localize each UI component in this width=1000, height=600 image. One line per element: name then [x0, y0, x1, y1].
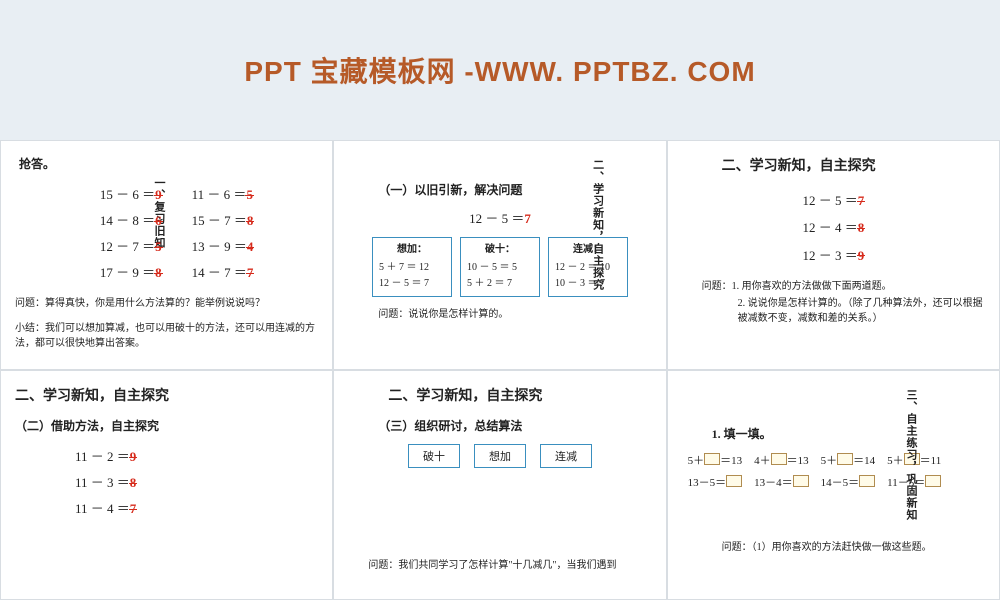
slide-4-equations: 11 － 2 ＝9 11 － 3 ＝8 11 － 4 ＝7 [75, 444, 318, 522]
equation-row: 17 － 9 ＝8 [100, 260, 162, 286]
slide-5-question: 问题：我们共同学习了怎样计算"十几减几"，当我们遇到 [368, 558, 651, 573]
method-line: 12 － 5 ＝ 7 [379, 276, 445, 292]
method-btn-lianjian[interactable]: 连减 [540, 444, 592, 468]
fill-item: 13－4＝ [754, 474, 809, 490]
slide-3-equations: 12 － 5 ＝7 12 － 4 ＝8 12 － 3 ＝9 [802, 187, 864, 269]
slide-5-subheading: （三）组织研讨，总结算法 [378, 417, 651, 434]
blank-box[interactable] [726, 475, 742, 487]
method-line: 5 ＋ 7 ＝ 12 [379, 260, 445, 276]
method-line: 10 － 3 ＝ 7 [555, 276, 621, 292]
slide-6-question: 问题：（1）用你喜欢的方法赶快做一做这些题。 [722, 540, 985, 555]
equation-row: 11 － 2 ＝9 [75, 444, 318, 470]
slide-1-heading: 抢答。 [19, 155, 318, 172]
slide-6-fill-row-1: 5＋＝13 4＋＝13 5＋＝14 5＋＝11 [688, 452, 985, 468]
slide-1-right-col: 11 － 6 ＝5 15 － 7 ＝8 13 － 9 ＝4 14 － 7 ＝7 [192, 182, 254, 286]
fill-item: 13－5＝ [688, 474, 743, 490]
slide-6-section-label: 三、自主练习，巩固新知 [903, 389, 919, 521]
equation-row: 15 － 7 ＝8 [192, 208, 254, 234]
slide-6-heading: 1. 填一填。 [712, 425, 985, 442]
blank-box[interactable] [859, 475, 875, 487]
method-box-heading: 破十： [467, 242, 533, 258]
slide-2-method-boxes: 想加： 5 ＋ 7 ＝ 12 12 － 5 ＝ 7 破十： 10 － 5 ＝ 5… [348, 237, 651, 297]
slide-5-heading: 二、学习新知，自主探究 [388, 385, 651, 405]
equation-row: 12 － 3 ＝9 [802, 242, 864, 269]
method-box-heading: 想加： [379, 242, 445, 258]
equation-row: 14 － 7 ＝7 [192, 260, 254, 286]
method-line: 5 ＋ 2 ＝ 7 [467, 276, 533, 292]
method-btn-xiangjia[interactable]: 想加 [474, 444, 526, 468]
slide-5-buttons: 破十 想加 连减 [348, 444, 651, 468]
equation-row: 11 － 4 ＝7 [75, 496, 318, 522]
fill-item: 5＋＝13 [688, 452, 743, 468]
slide-grid: 一、复习旧知 抢答。 15 － 6 ＝9 14 － 8 ＝6 12 － 7 ＝5… [0, 140, 1000, 600]
slide-1: 一、复习旧知 抢答。 15 － 6 ＝9 14 － 8 ＝6 12 － 7 ＝5… [0, 140, 333, 370]
fill-item: 5＋＝14 [821, 452, 876, 468]
blank-box[interactable] [704, 453, 720, 465]
fill-item: 4＋＝13 [754, 452, 809, 468]
slide-1-question: 问题：算得真快，你是用什么方法算的？能举例说说吗？ [15, 296, 318, 311]
slide-4-subheading: （二）借助方法，自主探究 [15, 417, 318, 434]
method-box-heading: 连减： [555, 242, 621, 258]
slide-2-subheading: （一）以旧引新，解决问题 [378, 181, 651, 198]
slide-5: 二、学习新知，自主探究 （三）组织研讨，总结算法 破十 想加 连减 问题：我们共… [333, 370, 666, 600]
slide-3-question-2: 2. 说说你是怎样计算的。（除了几种算法外，还可以根据被减数不变，减数和差的关系… [738, 296, 985, 326]
equation-row: 12 － 5 ＝7 [802, 187, 864, 214]
slide-6: 三、自主练习，巩固新知 1. 填一填。 5＋＝13 4＋＝13 5＋＝14 5＋… [667, 370, 1000, 600]
slide-6-fill-row-2: 13－5＝ 13－4＝ 14－5＝ 11－5＝ [688, 474, 985, 490]
blank-box[interactable] [771, 453, 787, 465]
slide-2-section-label: 二、学习新知，自主探究 [590, 159, 606, 291]
fill-item: 14－5＝ [821, 474, 876, 490]
method-btn-poshi[interactable]: 破十 [408, 444, 460, 468]
method-box-lianjian: 连减： 12 － 2 ＝ 10 10 － 3 ＝ 7 [548, 237, 628, 297]
slide-3-heading: 二、学习新知，自主探究 [722, 155, 985, 175]
blank-box[interactable] [793, 475, 809, 487]
method-line: 12 － 2 ＝ 10 [555, 260, 621, 276]
method-box-xiangjia: 想加： 5 ＋ 7 ＝ 12 12 － 5 ＝ 7 [372, 237, 452, 297]
blank-box[interactable] [925, 475, 941, 487]
equation-row: 12 － 4 ＝8 [802, 214, 864, 241]
slide-1-summary: 小结：我们可以想加算减，也可以用破十的方法，还可以用连减的方法，都可以很快地算出… [15, 321, 318, 351]
slide-4-heading: 二、学习新知，自主探究 [15, 385, 318, 405]
slide-2-main-equation: 12 － 5 ＝7 [348, 208, 651, 227]
header-title: PPT 宝藏模板网 -WWW. PPTBZ. COM [244, 50, 755, 90]
equation-row: 11 － 6 ＝5 [192, 182, 254, 208]
blank-box[interactable] [837, 453, 853, 465]
method-box-poshi: 破十： 10 － 5 ＝ 5 5 ＋ 2 ＝ 7 [460, 237, 540, 297]
slide-3-question-1: 问题：1. 用你喜欢的方法做做下面两道题。 [702, 279, 985, 294]
slide-2-question: 问题：说说你是怎样计算的。 [378, 307, 651, 322]
method-line: 10 － 5 ＝ 5 [467, 260, 533, 276]
slide-4: 二、学习新知，自主探究 （二）借助方法，自主探究 11 － 2 ＝9 11 － … [0, 370, 333, 600]
slide-2: 二、学习新知，自主探究 （一）以旧引新，解决问题 12 － 5 ＝7 想加： 5… [333, 140, 666, 370]
page-header: PPT 宝藏模板网 -WWW. PPTBZ. COM [0, 0, 1000, 140]
slide-3: 二、学习新知，自主探究 12 － 5 ＝7 12 － 4 ＝8 12 － 3 ＝… [667, 140, 1000, 370]
equation-row: 11 － 3 ＝8 [75, 470, 318, 496]
equation-row: 13 － 9 ＝4 [192, 234, 254, 260]
